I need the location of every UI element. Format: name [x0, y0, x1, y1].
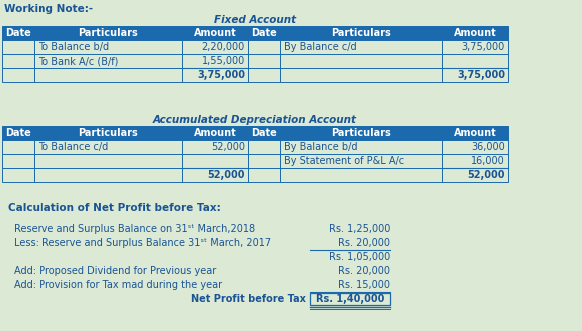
Bar: [2, 54, 34, 68]
Bar: [248, 40, 280, 54]
Bar: [248, 54, 280, 68]
Text: 36,000: 36,000: [471, 142, 505, 152]
Bar: [34, 168, 182, 182]
Text: Rs. 15,000: Rs. 15,000: [338, 280, 390, 290]
Text: Add: Provision for Tax mad during the year: Add: Provision for Tax mad during the ye…: [14, 280, 222, 290]
Bar: [182, 68, 248, 82]
Text: Date: Date: [251, 128, 277, 138]
Bar: [2, 168, 34, 182]
Text: Particulars: Particulars: [331, 28, 391, 38]
Bar: [34, 154, 182, 168]
Bar: [2, 26, 34, 40]
Text: Accumulated Depreciation Account: Accumulated Depreciation Account: [153, 115, 357, 125]
Bar: [2, 154, 34, 168]
Text: Particulars: Particulars: [78, 28, 138, 38]
Bar: [248, 26, 280, 40]
Bar: [442, 40, 508, 54]
Text: Amount: Amount: [453, 28, 496, 38]
Text: Particulars: Particulars: [78, 128, 138, 138]
Text: Less: Reserve and Surplus Balance 31ˢᵗ March, 2017: Less: Reserve and Surplus Balance 31ˢᵗ M…: [14, 238, 271, 248]
Bar: [182, 154, 248, 168]
Text: 16,000: 16,000: [471, 156, 505, 166]
Text: To Bank A/c (B/f): To Bank A/c (B/f): [38, 56, 118, 66]
Bar: [34, 140, 182, 154]
Text: 3,75,000: 3,75,000: [197, 70, 245, 80]
Bar: [248, 126, 280, 140]
Bar: [280, 54, 442, 68]
Bar: [442, 26, 508, 40]
Bar: [34, 54, 182, 68]
Bar: [442, 154, 508, 168]
Text: To Balance c/d: To Balance c/d: [38, 142, 108, 152]
Text: Amount: Amount: [194, 128, 236, 138]
Bar: [442, 168, 508, 182]
Bar: [280, 140, 442, 154]
Text: Add: Proposed Dividend for Previous year: Add: Proposed Dividend for Previous year: [14, 266, 217, 276]
Bar: [34, 40, 182, 54]
Bar: [182, 140, 248, 154]
Bar: [280, 126, 442, 140]
Bar: [442, 140, 508, 154]
Bar: [182, 168, 248, 182]
Bar: [442, 54, 508, 68]
Bar: [280, 68, 442, 82]
Bar: [34, 26, 182, 40]
Text: By Balance c/d: By Balance c/d: [284, 42, 357, 52]
Bar: [442, 68, 508, 82]
Text: Amount: Amount: [453, 128, 496, 138]
Bar: [34, 126, 182, 140]
Bar: [442, 126, 508, 140]
Text: Calculation of Net Profit before Tax:: Calculation of Net Profit before Tax:: [8, 203, 221, 213]
Text: Reserve and Surplus Balance on 31ˢᵗ March,2018: Reserve and Surplus Balance on 31ˢᵗ Marc…: [14, 224, 255, 234]
Bar: [182, 126, 248, 140]
Text: By Statement of P&L A/c: By Statement of P&L A/c: [284, 156, 404, 166]
Bar: [280, 40, 442, 54]
Bar: [280, 168, 442, 182]
Text: 3,75,000: 3,75,000: [457, 70, 505, 80]
Text: Fixed Account: Fixed Account: [214, 15, 296, 25]
Text: 1,55,000: 1,55,000: [202, 56, 245, 66]
Text: 52,000: 52,000: [208, 170, 245, 180]
Bar: [280, 154, 442, 168]
Bar: [34, 68, 182, 82]
Bar: [248, 168, 280, 182]
Text: 2,20,000: 2,20,000: [202, 42, 245, 52]
Text: Date: Date: [251, 28, 277, 38]
Text: To Balance b/d: To Balance b/d: [38, 42, 109, 52]
Text: Particulars: Particulars: [331, 128, 391, 138]
Text: Rs. 1,05,000: Rs. 1,05,000: [329, 252, 390, 262]
Bar: [182, 26, 248, 40]
Text: 52,000: 52,000: [211, 142, 245, 152]
Bar: [182, 40, 248, 54]
Bar: [2, 68, 34, 82]
Text: Rs. 20,000: Rs. 20,000: [338, 266, 390, 276]
Text: Rs. 1,40,000: Rs. 1,40,000: [316, 294, 384, 304]
Bar: [2, 140, 34, 154]
Bar: [2, 40, 34, 54]
Text: Date: Date: [5, 128, 31, 138]
Bar: [2, 126, 34, 140]
Bar: [248, 140, 280, 154]
Bar: [248, 68, 280, 82]
Text: Date: Date: [5, 28, 31, 38]
Bar: [280, 26, 442, 40]
Text: Rs. 20,000: Rs. 20,000: [338, 238, 390, 248]
Bar: [248, 154, 280, 168]
Text: Working Note:-: Working Note:-: [4, 4, 93, 14]
Text: Amount: Amount: [194, 28, 236, 38]
Bar: [182, 54, 248, 68]
Text: 3,75,000: 3,75,000: [462, 42, 505, 52]
Bar: [310, 293, 390, 305]
Text: Rs. 1,25,000: Rs. 1,25,000: [329, 224, 390, 234]
Text: By Balance b/d: By Balance b/d: [284, 142, 357, 152]
Text: Net Profit before Tax: Net Profit before Tax: [191, 294, 306, 304]
Text: 52,000: 52,000: [467, 170, 505, 180]
